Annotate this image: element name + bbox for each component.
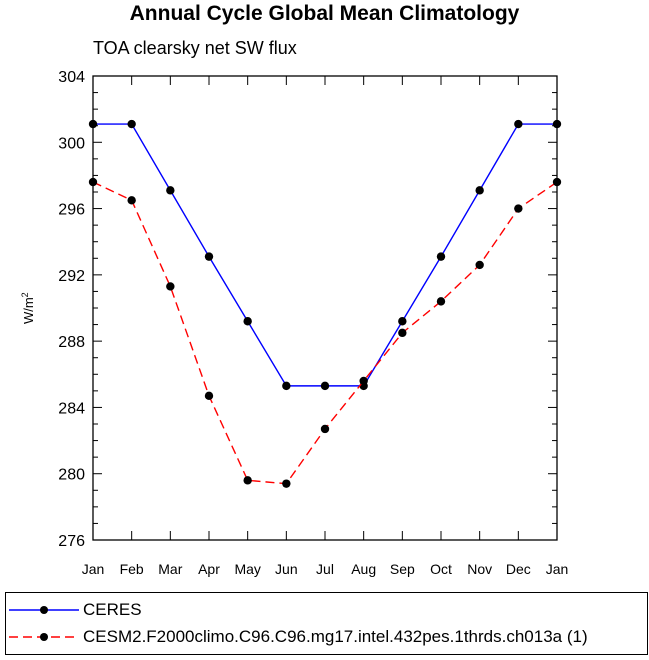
- series-0-point: [88, 119, 98, 129]
- x-tick-label: Jun: [275, 561, 298, 577]
- series-1-point: [436, 297, 446, 306]
- series-0-point: [436, 252, 446, 261]
- series-1-point: [204, 391, 214, 401]
- x-tick-label: Mar: [158, 561, 182, 577]
- series-0-point: [552, 119, 562, 129]
- plot-area: 276 280 284 288 292 296 300 304 Jan Feb Mar Apr May J…: [58, 69, 569, 577]
- series-0-point: [398, 317, 407, 326]
- x-tick-label: Dec: [506, 561, 531, 577]
- legend-swatch-ceres: [9, 606, 79, 614]
- series-0-point: [282, 381, 291, 391]
- x-tick-label: Jul: [316, 561, 334, 577]
- series-1-point: [514, 204, 523, 213]
- y-tick-label: 300: [58, 135, 85, 152]
- series-0-point: [320, 381, 330, 391]
- series-line-0: [93, 123, 557, 387]
- series-0-point: [166, 186, 175, 195]
- y-tick-label: 292: [58, 268, 85, 285]
- x-tick-label: May: [234, 561, 260, 577]
- legend-item-cesm2: CESM2.F2000climo.C96.C96.mg17.intel.432p…: [6, 626, 646, 648]
- y-tick-label: 284: [58, 400, 85, 417]
- series-1-point: [320, 424, 330, 434]
- x-tick-label: Jan: [546, 561, 569, 577]
- y-tick-label: 304: [58, 69, 85, 86]
- legend: CERES CESM2.F2000climo.C96.C96.mg17.inte…: [5, 592, 648, 655]
- series-0-point: [127, 119, 136, 129]
- y-tick-label: 296: [58, 202, 85, 219]
- legend-label-ceres: CERES: [83, 600, 142, 619]
- series-1-point: [127, 196, 136, 205]
- legend-swatch-cesm2: [9, 633, 79, 641]
- series-0-point: [243, 317, 252, 326]
- x-tick-label: Feb: [120, 561, 144, 577]
- series-0-point: [475, 186, 484, 195]
- series-1-point: [282, 479, 291, 488]
- legend-item-ceres: CERES: [6, 599, 646, 621]
- series-1-point: [88, 177, 98, 187]
- series-line-1: [92, 181, 558, 485]
- y-tick-label: 288: [58, 334, 85, 351]
- series-1-point: [398, 328, 407, 338]
- legend-label-cesm2: CESM2.F2000climo.C96.C96.mg17.intel.432p…: [83, 627, 588, 646]
- series-0-point: [514, 119, 523, 129]
- series-1-point: [166, 282, 175, 291]
- y-tick-label: 276: [58, 533, 85, 550]
- series-1-point: [475, 260, 484, 270]
- y-tick-label: 280: [58, 467, 85, 484]
- plot-frame: [92, 75, 558, 541]
- series-0-point: [204, 252, 214, 261]
- x-tick-label: Aug: [351, 561, 376, 577]
- x-tick-label: Apr: [198, 561, 220, 577]
- chart-title: Annual Cycle Global Mean Climatology: [129, 2, 520, 25]
- x-tick-label: Oct: [430, 561, 452, 577]
- x-tick-label: Jan: [82, 561, 105, 577]
- x-tick-label: Nov: [467, 561, 492, 577]
- chart-subtitle: TOA clearsky net SW flux: [93, 38, 297, 58]
- series-1-point: [552, 177, 562, 187]
- x-tick-label: Sep: [390, 561, 415, 577]
- series-1-point: [243, 476, 252, 485]
- series-1-point: [359, 376, 368, 386]
